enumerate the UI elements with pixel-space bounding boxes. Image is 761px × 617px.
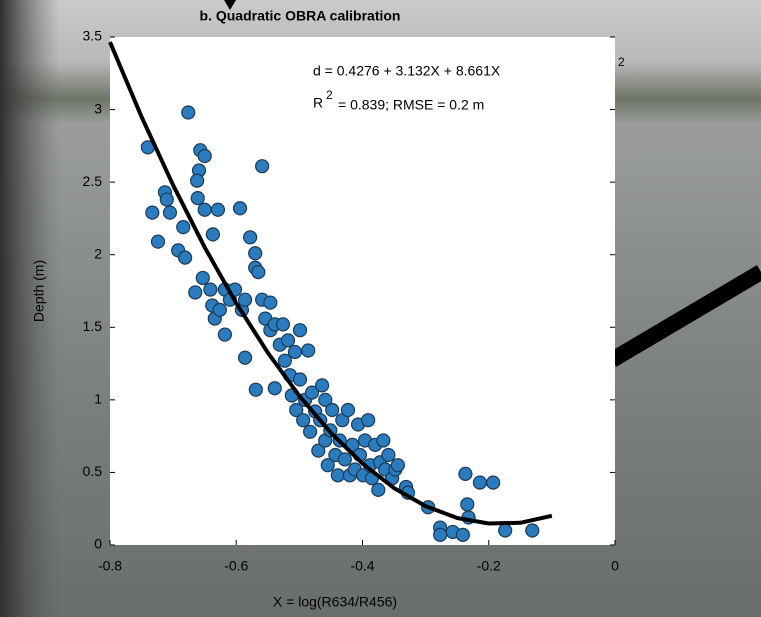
scatter-point (232, 201, 248, 216)
scatter-point (455, 527, 470, 542)
annotation: 2 (618, 55, 625, 69)
y-tick-label: 3 (94, 100, 102, 116)
y-tick-label: 0.5 (83, 463, 103, 479)
annotation: 2 (326, 88, 333, 102)
x-tick-label: -0.8 (98, 558, 122, 574)
scatter-point (371, 482, 386, 497)
scatter-point (296, 413, 311, 428)
scatter-point (212, 302, 227, 317)
scatter-point (304, 385, 320, 400)
scatter-point (460, 497, 475, 512)
decor-arrow (224, 0, 236, 10)
scatter-point (486, 475, 501, 490)
scatter-point (330, 468, 345, 483)
scatter-point (162, 205, 178, 220)
fit-curve (108, 41, 553, 526)
x-axis-label: X = log(R634/R456) (273, 594, 397, 610)
scatter-point (292, 372, 308, 387)
scatter-point (255, 159, 270, 174)
scatter-point (190, 191, 205, 206)
scatter-point (150, 234, 166, 249)
scatter-point (525, 523, 540, 538)
scatter-point (280, 333, 296, 348)
scatter-point (190, 173, 205, 188)
y-tick-label: 0 (94, 536, 102, 552)
scatter-point (289, 402, 304, 418)
scatter-point (217, 327, 232, 342)
scatter-point (188, 285, 203, 300)
scatter-point (325, 402, 340, 418)
x-tick-label: 0 (611, 558, 619, 574)
scatter-point (159, 192, 174, 207)
scatter-point (145, 205, 160, 220)
scatter-point (340, 402, 356, 418)
y-tick-label: 3.5 (83, 28, 103, 44)
scatter-point (248, 382, 263, 397)
scatter-point (472, 475, 488, 490)
scatter-point (287, 344, 303, 360)
annotation: = 0.839; RMSE = 0.2 m (338, 97, 484, 113)
scatter-point (311, 443, 326, 458)
decor-line (607, 265, 761, 367)
scatter-point (197, 148, 212, 164)
scatter-point (181, 105, 196, 120)
scatter-point (458, 466, 473, 481)
y-tick-label: 2 (94, 245, 102, 261)
scatter-point (243, 230, 258, 245)
scatter-point (205, 227, 220, 242)
scatter-point (301, 343, 316, 358)
scatter-point (433, 527, 448, 542)
y-axis-label: Depth (m) (31, 260, 47, 322)
scatter-point (237, 350, 253, 365)
scatter-point (197, 202, 212, 217)
scatter-point (267, 381, 282, 396)
scatter-point (315, 378, 330, 393)
scatter-point (292, 323, 308, 338)
y-tick-label: 1.5 (83, 318, 103, 334)
scatter-point (390, 458, 405, 473)
scatter-point (277, 353, 292, 368)
scatter-point (320, 458, 335, 473)
x-tick-label: -0.4 (350, 558, 374, 574)
scatter-point (337, 452, 352, 467)
chart-title: b. Quadratic OBRA calibration (200, 8, 401, 24)
scatter-point (178, 250, 193, 265)
annotation: R (313, 95, 323, 111)
scatter-point (210, 202, 226, 217)
scatter-point (251, 265, 266, 280)
y-tick-label: 1 (94, 391, 102, 407)
scatter-point (263, 295, 278, 310)
scatter-point (381, 447, 396, 463)
scatter-point (318, 392, 333, 407)
scatter-point (361, 413, 376, 428)
scatter-point (237, 292, 253, 307)
scatter-point (248, 246, 263, 261)
photo-shadow (0, 0, 60, 617)
scatter-point (376, 433, 391, 448)
scatter-point (498, 523, 513, 538)
scatter-point (275, 317, 291, 332)
scatter-point (195, 270, 210, 286)
y-tick-label: 2.5 (83, 173, 103, 189)
scatter-point (203, 282, 218, 297)
x-tick-label: -0.6 (224, 558, 248, 574)
x-tick-label: -0.2 (477, 558, 501, 574)
annotation: d = 0.4276 + 3.132X + 8.661X (313, 63, 501, 79)
scatter-point (176, 220, 191, 235)
scatter-point (303, 424, 318, 439)
